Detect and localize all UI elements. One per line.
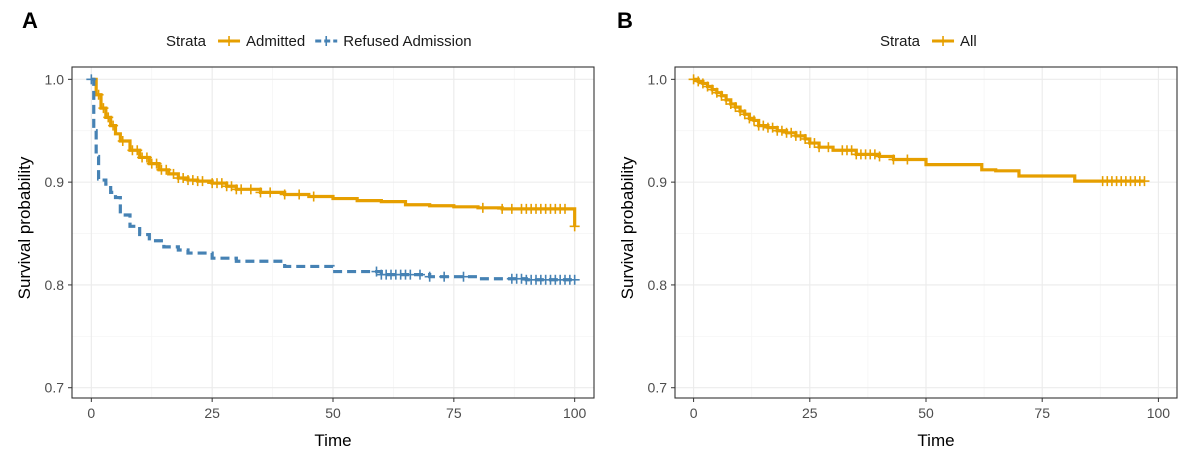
x-axis-title-a: Time xyxy=(314,431,351,450)
censor-mark xyxy=(255,187,266,198)
panel-letter-b: B xyxy=(617,8,633,33)
x-tick-label: 25 xyxy=(204,405,220,421)
censor-mark xyxy=(823,142,834,153)
x-tick-label: 100 xyxy=(563,405,587,421)
y-tick-label: 1.0 xyxy=(648,71,668,87)
censor-mark xyxy=(265,187,276,198)
panel-a: A Strata Admitted Refused Admission 0 25 50 7… xyxy=(15,8,595,450)
censor-mark xyxy=(415,269,425,280)
censor-mark xyxy=(902,154,913,165)
y-axis-title-b: Survival probability xyxy=(618,156,637,299)
y-tick-label: 0.8 xyxy=(648,277,668,293)
y-tick-label: 0.9 xyxy=(45,174,65,190)
censor-mark xyxy=(108,120,119,131)
plot-area-b: 0 25 50 75 100 0.7 0.8 0.9 1.0 xyxy=(648,66,1178,421)
censor-mark xyxy=(132,145,143,156)
censor-mark xyxy=(1139,176,1150,187)
legend-key-admitted xyxy=(218,36,241,46)
series-line-all xyxy=(693,77,1145,183)
censor-mark xyxy=(103,112,114,123)
censor-mark xyxy=(569,274,580,285)
legend-key-refused-admission xyxy=(315,36,338,46)
censor-mark xyxy=(294,189,305,200)
censor-mark xyxy=(279,189,290,200)
censor-mark xyxy=(161,164,172,175)
censor-mark xyxy=(477,202,488,213)
legend-label: Admitted xyxy=(246,33,305,50)
censor-mark xyxy=(869,149,880,160)
censor-mark xyxy=(888,154,899,165)
y-tick-label: 1.0 xyxy=(45,71,65,87)
legend-label: Refused Admission xyxy=(343,33,471,50)
censor-mark xyxy=(405,269,416,280)
x-tick-label: 50 xyxy=(918,405,934,421)
censor-mark xyxy=(308,191,319,202)
censor-mark xyxy=(506,203,517,214)
censor-mark xyxy=(693,76,704,87)
censor-mark xyxy=(187,175,198,186)
censor-mark xyxy=(749,115,760,126)
y-axis-title-a: Survival probability xyxy=(15,156,34,299)
legend-b: Strata All xyxy=(880,33,977,50)
legend-key-all xyxy=(932,36,955,46)
x-tick-label: 75 xyxy=(446,405,462,421)
censor-mark xyxy=(197,176,208,187)
x-tick-label: 50 xyxy=(325,405,341,421)
y-tick-label: 0.9 xyxy=(648,174,668,190)
legend-a: Strata Admitted Refused Admission xyxy=(166,33,472,50)
panel-letter-a: A xyxy=(22,8,38,33)
censor-mark xyxy=(560,203,570,214)
censor-mark xyxy=(776,125,787,136)
x-axis-title-b: Time xyxy=(917,431,954,450)
x-tick-label: 75 xyxy=(1034,405,1050,421)
censor-mark xyxy=(814,142,825,153)
censor-mark xyxy=(744,113,755,124)
x-tick-label: 25 xyxy=(802,405,818,421)
legend-title: Strata xyxy=(880,33,921,50)
censor-mark xyxy=(141,152,152,163)
censor-mark xyxy=(86,74,97,85)
censor-mark xyxy=(439,271,450,282)
censor-mark xyxy=(516,273,527,284)
y-tick-label: 0.8 xyxy=(45,277,65,293)
censor-mark xyxy=(98,103,109,114)
censor-mark xyxy=(236,184,247,195)
censor-mark xyxy=(874,151,885,162)
censor-mark xyxy=(569,221,580,232)
y-tick-label: 0.7 xyxy=(45,380,65,396)
censor-mark xyxy=(117,136,128,147)
x-tick-label: 100 xyxy=(1147,405,1171,421)
legend-title: Strata xyxy=(166,33,207,50)
x-tick-label: 0 xyxy=(87,405,95,421)
censor-mark xyxy=(245,184,256,195)
legend-label: All xyxy=(960,33,977,50)
x-tick-label: 0 xyxy=(690,405,698,421)
censor-mark xyxy=(758,120,769,131)
censor-mark xyxy=(151,158,162,169)
censor-mark xyxy=(424,271,435,282)
plot-area-a: 0 25 50 75 100 0.7 0.8 0.9 1.0 xyxy=(45,66,595,421)
censor-mark xyxy=(458,271,469,282)
censor-mark xyxy=(178,173,189,184)
censor-mark xyxy=(497,203,508,214)
censor-mark xyxy=(688,74,699,85)
y-tick-label: 0.7 xyxy=(648,380,668,396)
